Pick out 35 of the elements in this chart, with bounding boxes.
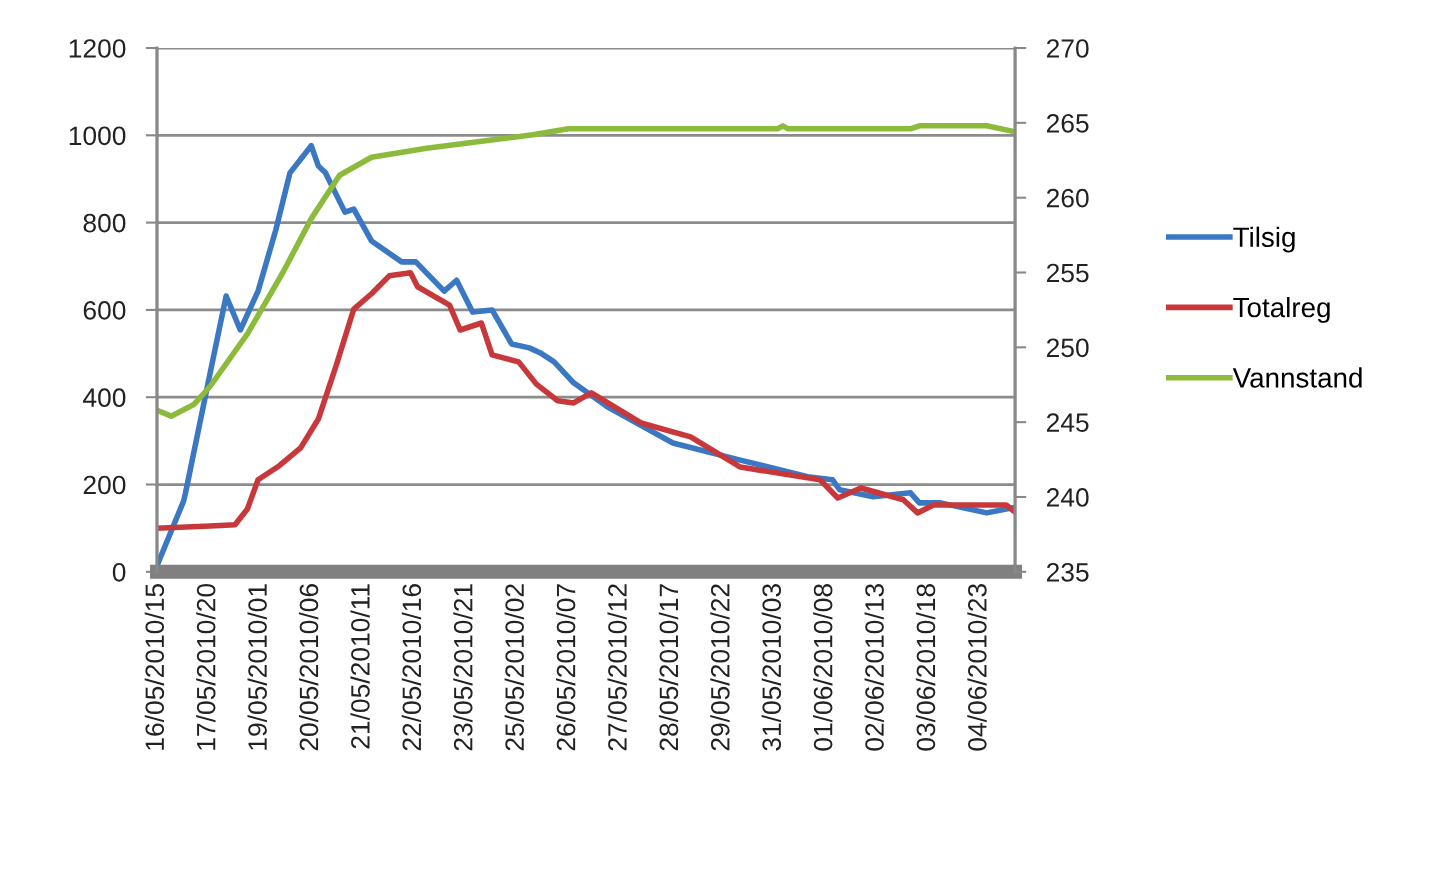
x-tick-label: 29/05/2010/22: [710, 584, 730, 751]
y-tick-label: 1200: [69, 39, 126, 58]
y2-tick-label: 235: [1046, 562, 1089, 582]
y-tick-label: 0: [112, 562, 126, 582]
x-tick-label: 02/06/2010/13: [864, 584, 884, 751]
y-tick-label: 1000: [69, 126, 126, 146]
y2-tick-label: 260: [1046, 188, 1089, 208]
x-tick-label: 01/06/2010/08: [813, 584, 833, 751]
y-tick-label: 400: [83, 388, 126, 408]
y2-tick-label: 245: [1046, 413, 1089, 432]
x-tick-label: 25/05/2010/02: [504, 584, 524, 751]
legend-label: Tilsig: [1233, 226, 1295, 253]
x-tick-label: 27/05/2010/12: [607, 584, 627, 751]
x-tick-label: 31/05/2010/03: [761, 584, 782, 751]
y2-tick-label: 255: [1046, 263, 1089, 283]
x-tick-label: 26/05/2010/07: [556, 584, 576, 751]
x-tick-label: 22/05/2010/16: [401, 584, 422, 751]
y2-tick-label: 240: [1046, 488, 1089, 507]
legend-label: Vannstand: [1232, 367, 1362, 388]
x-tick-label: 23/05/2010/21: [453, 584, 473, 751]
y2-tick-label: 250: [1046, 338, 1089, 358]
x-tick-label: 21/05/2010/11: [350, 584, 370, 749]
x-tick-label: 16/05/2010/15: [144, 584, 165, 750]
legend-label: Totalreg: [1233, 296, 1330, 323]
x-tick-label: 17/05/2010/20: [196, 583, 216, 750]
y-tick-label: 800: [83, 213, 126, 233]
x-tick-label: 20/05/2010/06: [298, 584, 319, 751]
y-tick-label: 600: [83, 301, 126, 320]
y2-tick-label: 265: [1046, 113, 1089, 133]
y2-tick-label: 270: [1046, 39, 1089, 58]
x-tick-label: 04/06/2010/23: [967, 584, 987, 751]
x-tick-label: 03/06/2010/18: [915, 584, 936, 751]
y-tick-label: 200: [83, 475, 126, 495]
x-tick-label: 19/05/2010/01: [247, 584, 267, 750]
x-tick-label: 28/05/2010/17: [658, 584, 679, 751]
